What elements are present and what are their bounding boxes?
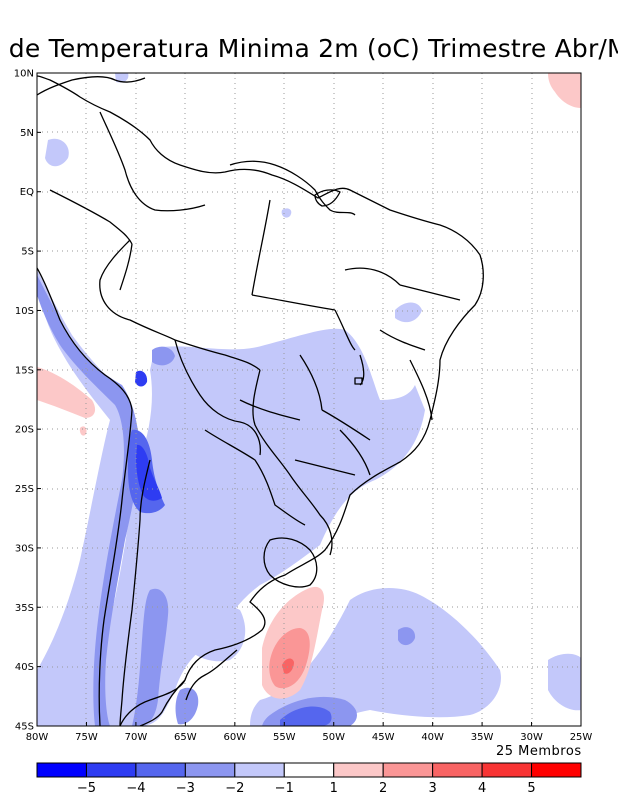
caribbean-coast (37, 75, 146, 96)
lat-tick-label: 10S (15, 306, 34, 317)
anomaly-region-pacific-warm (37, 367, 96, 418)
colorbar-swatch (333, 762, 384, 778)
colorbar-label: 2 (379, 781, 387, 796)
anomaly-region-pacific-warm-spot (79, 426, 87, 436)
colorbar-label: −5 (77, 781, 96, 796)
anomaly-region-titicaca (135, 370, 148, 387)
lon-tick-label: 45W (372, 732, 395, 743)
lon-tick-label: 55W (273, 732, 296, 743)
colorbar-swatch (531, 762, 582, 778)
southern-cone-coast (139, 679, 186, 726)
anomaly-region-south-atlantic (250, 588, 501, 726)
patagonia-coast (185, 649, 238, 701)
bolivia-border (174, 339, 261, 456)
colorbar-label: −2 (225, 781, 244, 796)
argentina-chile-border (119, 459, 151, 726)
colorbar-swatch (432, 762, 483, 778)
lat-tick-label: 15S (15, 365, 34, 376)
brazil-border-west (99, 239, 261, 371)
colorbar-swatch (135, 762, 186, 778)
anomaly-region-atlantic-warm-peak (282, 658, 294, 674)
anomaly-region-pampas (175, 598, 246, 662)
lat-tick-label: 25S (15, 484, 34, 495)
colorbar-swatch (184, 762, 236, 778)
north-coast-guianas (229, 160, 356, 216)
anomaly-region-atlantic-warm-core (269, 628, 310, 689)
lon-tick-label: 35W (471, 732, 494, 743)
uruguay-border (263, 537, 318, 588)
lat-tick-label: 30S (15, 543, 34, 554)
anomaly-region-chaco-patch (152, 346, 175, 366)
lon-tick-label: 30W (520, 732, 543, 743)
anomaly-region-north-coast (395, 302, 422, 323)
colorbar-label: −4 (126, 781, 145, 796)
brazil-states (239, 199, 461, 476)
peru-brazil-border (119, 243, 133, 291)
colombia-peru-border (49, 189, 133, 245)
lon-tick-label: 60W (224, 732, 247, 743)
lat-tick-label: EQ (20, 187, 34, 198)
colorbar-label: 5 (527, 781, 535, 796)
coastlines-and-borders (37, 75, 484, 726)
latitude-labels: 10N 5N EQ 5S 10S 15S 20S 25S 30S 35S 40S 45S (14, 69, 41, 733)
lat-tick-label: 5S (21, 247, 34, 258)
lon-tick-label: 80W (26, 732, 49, 743)
colorbar-label: −1 (275, 781, 294, 796)
map-title: ia de Temperatura Minima 2m (oC) Trimest… (0, 34, 618, 74)
map-title-text: ia de Temperatura Minima 2m (oC) Trimest… (0, 34, 618, 63)
anomaly-region-amazon-spot (281, 208, 292, 218)
colorbar-label: −3 (176, 781, 195, 796)
south-america-coastline (37, 75, 484, 726)
longitude-labels: 80W 75W 70W 65W 60W 55W 50W 45W 40W 35W 30W 25W (26, 722, 593, 743)
colorbar-swatch (36, 762, 87, 778)
lat-tick-label: 35S (15, 603, 34, 614)
anomaly-region-patagonia-patch (175, 687, 199, 725)
lat-tick-label: 5N (20, 128, 34, 139)
lat-lon-grid (37, 73, 581, 726)
colorbar-label: 3 (428, 781, 436, 796)
colorbar-swatch (234, 762, 285, 778)
lon-tick-label: 40W (421, 732, 444, 743)
anomaly-region-atlantic-warm-north (548, 73, 581, 108)
members-label: 25 Membros (496, 744, 582, 759)
venezuela-colombia-border (99, 111, 206, 212)
anomaly-shading (37, 73, 581, 726)
lon-tick-label: 75W (75, 732, 98, 743)
guiana-coast-islands (314, 189, 341, 207)
lon-tick-label: 65W (174, 732, 197, 743)
lat-tick-label: 45S (15, 722, 34, 733)
brazil-border-south (252, 369, 333, 556)
colorbar: −5 −4 −3 −2 −1 1 2 3 4 5 (36, 762, 582, 796)
anomaly-region-andes-mid (37, 275, 140, 726)
lat-tick-label: 20S (15, 425, 34, 436)
anomaly-region-atlantic-spot (398, 627, 416, 646)
anomaly-region-caribbean (115, 73, 129, 83)
anomaly-region-atlantic-core (280, 706, 332, 726)
lon-tick-label: 25W (570, 732, 593, 743)
map-frame (36, 72, 582, 727)
anomaly-region-andes-south (132, 588, 169, 726)
colorbar-swatch (85, 762, 137, 778)
anomaly-region-puna (136, 444, 162, 501)
colorbar-label: 4 (478, 781, 486, 796)
colorbar-swatch (283, 762, 335, 778)
colorbar-label: 1 (330, 781, 338, 796)
colorbar-swatch (481, 762, 533, 778)
lon-tick-label: 70W (125, 732, 148, 743)
anomaly-region-northern-andes (45, 138, 69, 167)
lon-tick-label: 50W (322, 732, 345, 743)
colorbar-swatch (382, 762, 434, 778)
paraguay-border (204, 429, 306, 526)
lat-tick-label: 40S (15, 662, 34, 673)
anomaly-region-east-atlantic (548, 653, 581, 711)
lat-tick-label: 10N (14, 69, 34, 80)
